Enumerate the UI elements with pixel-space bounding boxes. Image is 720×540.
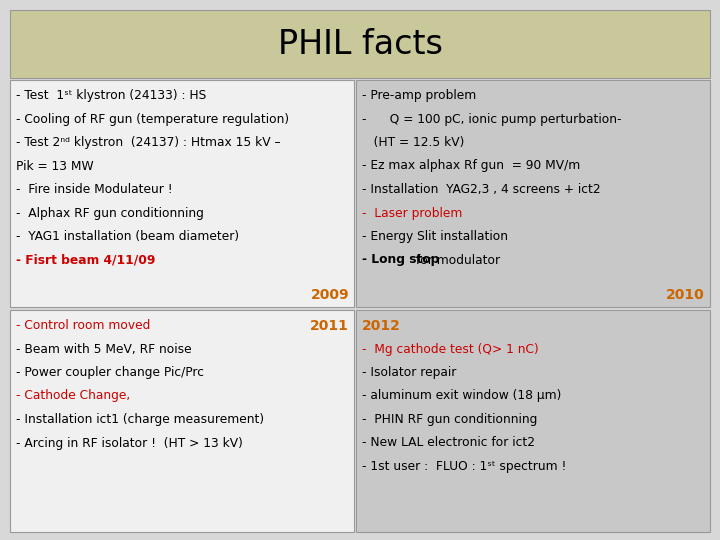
Text: -  Fire inside Modulateur !: - Fire inside Modulateur ! <box>16 183 173 196</box>
Text: - Isolator repair: - Isolator repair <box>362 366 456 379</box>
Text: - Cooling of RF gun (temperature regulation): - Cooling of RF gun (temperature regulat… <box>16 112 289 125</box>
Text: - Energy Slit installation: - Energy Slit installation <box>362 230 508 243</box>
Text: (HT = 12.5 kV): (HT = 12.5 kV) <box>362 136 464 149</box>
Bar <box>356 80 710 307</box>
Text: - Test 2ⁿᵈ klystron  (24137) : Htmax 15 kV –: - Test 2ⁿᵈ klystron (24137) : Htmax 15 k… <box>16 136 281 149</box>
Text: -  PHIN RF gun conditionning: - PHIN RF gun conditionning <box>362 413 537 426</box>
Text: - Control room moved: - Control room moved <box>16 319 150 332</box>
Text: PHIL facts: PHIL facts <box>278 28 442 60</box>
Text: 2009: 2009 <box>310 288 349 302</box>
Text: -  Alphax RF gun conditionning: - Alphax RF gun conditionning <box>16 206 204 219</box>
Text: - Pre-amp problem: - Pre-amp problem <box>362 89 476 102</box>
Text: 2011: 2011 <box>310 319 349 333</box>
Text: - Power coupler change Pic/Prc: - Power coupler change Pic/Prc <box>16 366 204 379</box>
Text: -  Mg cathode test (Q> 1 nC): - Mg cathode test (Q> 1 nC) <box>362 342 539 355</box>
Text: for modulator: for modulator <box>413 253 500 267</box>
Text: - Ez max alphax Rf gun  = 90 MV/m: - Ez max alphax Rf gun = 90 MV/m <box>362 159 580 172</box>
Text: - Long stop: - Long stop <box>362 253 439 267</box>
Text: - aluminum exit window (18 μm): - aluminum exit window (18 μm) <box>362 389 562 402</box>
Text: 2012: 2012 <box>362 319 401 333</box>
Text: 2010: 2010 <box>666 288 705 302</box>
Bar <box>10 310 354 532</box>
Text: - Installation  YAG2,3 , 4 screens + ict2: - Installation YAG2,3 , 4 screens + ict2 <box>362 183 600 196</box>
Bar <box>10 80 354 307</box>
Text: - 1st user :  FLUO : 1ˢᵗ spectrum !: - 1st user : FLUO : 1ˢᵗ spectrum ! <box>362 460 567 473</box>
Text: - Cathode Change,: - Cathode Change, <box>16 389 130 402</box>
Text: - Installation ict1 (charge measurement): - Installation ict1 (charge measurement) <box>16 413 264 426</box>
Text: - Test  1ˢᵗ klystron (24133) : HS: - Test 1ˢᵗ klystron (24133) : HS <box>16 89 206 102</box>
Text: Pik = 13 MW: Pik = 13 MW <box>16 159 94 172</box>
Bar <box>356 310 710 532</box>
Bar <box>10 10 710 78</box>
Text: - Beam with 5 MeV, RF noise: - Beam with 5 MeV, RF noise <box>16 342 192 355</box>
Text: - Arcing in RF isolator !  (HT > 13 kV): - Arcing in RF isolator ! (HT > 13 kV) <box>16 436 243 449</box>
Text: -      Q = 100 pC, ionic pump perturbation-: - Q = 100 pC, ionic pump perturbation- <box>362 112 621 125</box>
Text: - Fisrt beam 4/11/09: - Fisrt beam 4/11/09 <box>16 253 156 267</box>
Text: - New LAL electronic for ict2: - New LAL electronic for ict2 <box>362 436 535 449</box>
Text: -  Laser problem: - Laser problem <box>362 206 462 219</box>
Text: -  YAG1 installation (beam diameter): - YAG1 installation (beam diameter) <box>16 230 239 243</box>
